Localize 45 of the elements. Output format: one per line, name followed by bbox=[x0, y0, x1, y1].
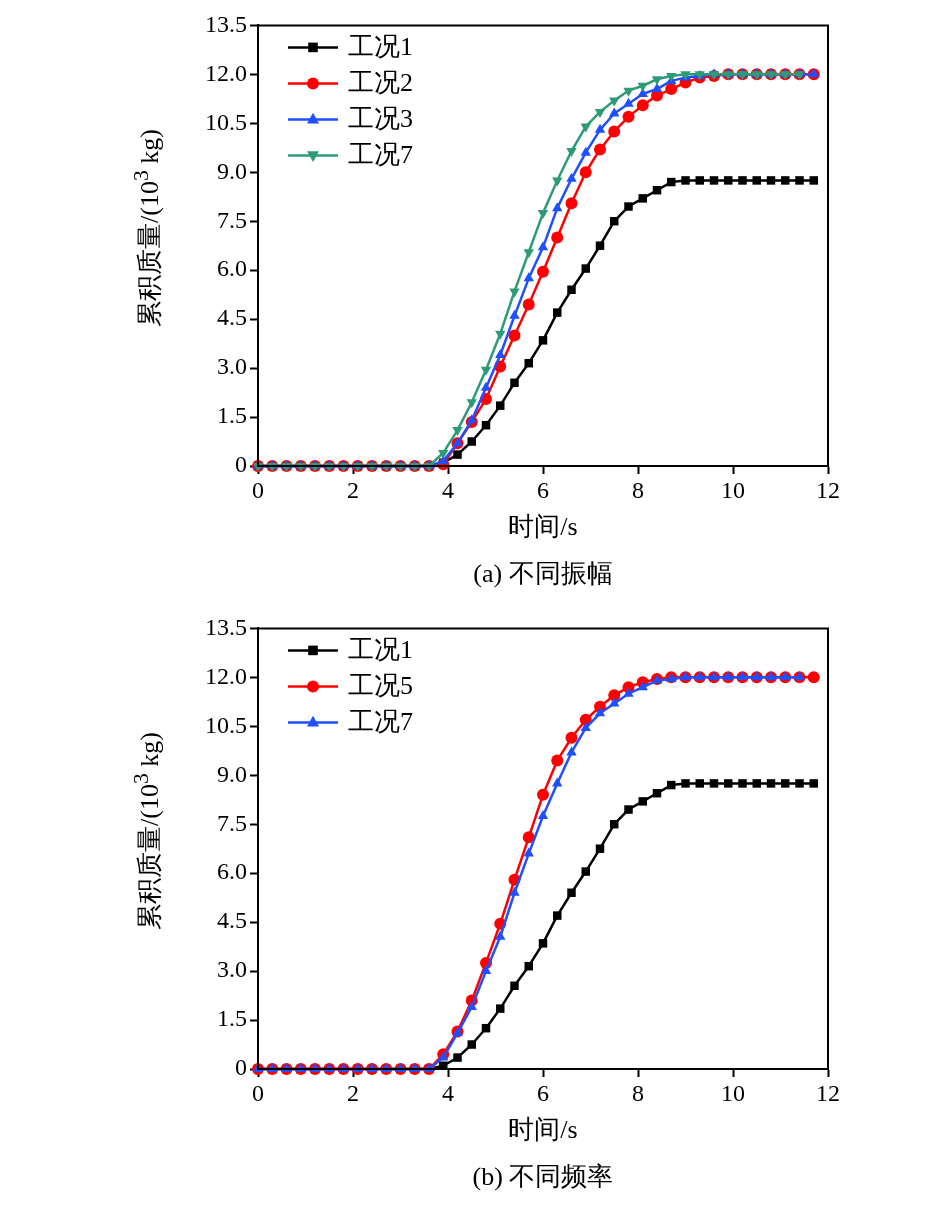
y-tick-label: 1.5 bbox=[217, 402, 247, 429]
x-tick-label: 10 bbox=[721, 1079, 745, 1106]
y-tick-label: 10.5 bbox=[205, 711, 247, 738]
x-tick-label: 0 bbox=[252, 1079, 264, 1106]
x-axis-title: 时间/s bbox=[508, 512, 578, 542]
y-tick-label: 13.5 bbox=[205, 10, 247, 37]
y-tick-label: 0 bbox=[235, 1054, 247, 1081]
y-tick-label: 3.0 bbox=[217, 956, 247, 983]
legend-label: 工况1 bbox=[348, 635, 413, 665]
x-tick-label: 8 bbox=[632, 476, 644, 503]
x-tick-label: 6 bbox=[537, 1079, 549, 1106]
y-tick-label: 6.0 bbox=[217, 858, 247, 885]
y-tick-label: 10.5 bbox=[205, 108, 247, 135]
y-tick-label: 12.0 bbox=[205, 662, 247, 689]
y-tick-label: 0 bbox=[235, 451, 247, 478]
legend-label: 工况5 bbox=[348, 671, 413, 701]
text: (a) 不同振幅 bbox=[472, 558, 614, 590]
legend-label: 工况1 bbox=[348, 32, 413, 62]
y-tick-label: 4.5 bbox=[217, 907, 247, 934]
legend-label: 工况7 bbox=[348, 707, 413, 737]
x-tick-label: 8 bbox=[632, 1079, 644, 1106]
text: (b) 不同频率 bbox=[471, 1161, 615, 1193]
x-tick-label: 6 bbox=[537, 476, 549, 503]
x-tick-label: 10 bbox=[721, 476, 745, 503]
x-tick-label: 12 bbox=[816, 1079, 840, 1106]
legend-label: 工况2 bbox=[348, 68, 413, 98]
y-tick-label: 3.0 bbox=[217, 353, 247, 380]
x-tick-label: 0 bbox=[252, 476, 264, 503]
legend-label: 工况7 bbox=[348, 140, 413, 170]
y-tick-label: 12.0 bbox=[205, 59, 247, 86]
x-axis-title: 时间/s bbox=[508, 1115, 578, 1145]
y-tick-label: 6.0 bbox=[217, 255, 247, 282]
x-tick-label: 2 bbox=[347, 1079, 359, 1106]
y-tick-label: 7.5 bbox=[217, 206, 247, 233]
y-tick-label: 7.5 bbox=[217, 809, 247, 836]
x-tick-label: 4 bbox=[442, 1079, 454, 1106]
x-tick-label: 2 bbox=[347, 476, 359, 503]
legend-label: 工况3 bbox=[348, 104, 413, 134]
x-tick-label: 12 bbox=[816, 476, 840, 503]
y-tick-label: 4.5 bbox=[217, 304, 247, 331]
y-tick-label: 1.5 bbox=[217, 1005, 247, 1032]
y-tick-label: 9.0 bbox=[217, 760, 247, 787]
x-tick-label: 4 bbox=[442, 476, 454, 503]
y-tick-label: 13.5 bbox=[205, 613, 247, 640]
y-tick-label: 9.0 bbox=[217, 157, 247, 184]
